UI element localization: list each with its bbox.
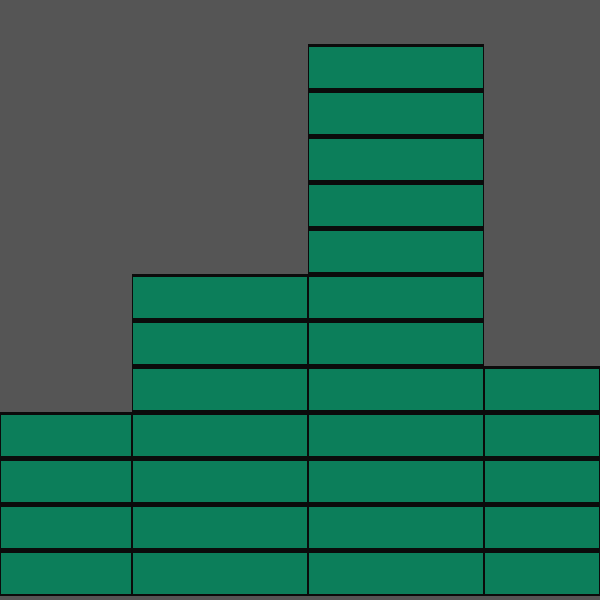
column-1	[0, 0, 132, 600]
column-2	[132, 0, 308, 600]
block	[132, 550, 308, 596]
block	[132, 274, 308, 320]
block	[484, 366, 600, 412]
block	[308, 412, 484, 458]
block	[308, 320, 484, 366]
block	[308, 550, 484, 596]
block	[484, 550, 600, 596]
block	[308, 274, 484, 320]
block	[308, 366, 484, 412]
block	[308, 182, 484, 228]
block	[308, 504, 484, 550]
block	[0, 550, 132, 596]
block	[484, 412, 600, 458]
block	[0, 458, 132, 504]
block	[484, 504, 600, 550]
block	[308, 458, 484, 504]
block	[132, 504, 308, 550]
block	[132, 458, 308, 504]
block	[132, 320, 308, 366]
block	[308, 228, 484, 274]
block	[308, 136, 484, 182]
block	[308, 90, 484, 136]
block	[132, 366, 308, 412]
block	[308, 44, 484, 90]
block	[0, 412, 132, 458]
block	[132, 412, 308, 458]
column-4	[484, 0, 600, 600]
block	[484, 458, 600, 504]
block	[0, 504, 132, 550]
column-3	[308, 0, 484, 600]
